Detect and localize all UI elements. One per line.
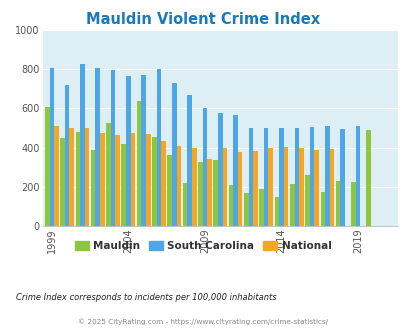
Bar <box>228 185 233 226</box>
Bar <box>106 123 111 226</box>
Bar <box>187 95 192 226</box>
Bar <box>313 150 318 226</box>
Bar <box>176 146 181 226</box>
Bar <box>85 128 89 226</box>
Bar <box>222 148 226 226</box>
Bar <box>45 107 49 226</box>
Bar <box>355 126 360 226</box>
Bar <box>289 184 294 226</box>
Bar <box>141 75 146 226</box>
Bar <box>253 151 257 226</box>
Bar <box>167 155 172 226</box>
Bar <box>243 193 248 226</box>
Bar <box>121 144 126 226</box>
Bar <box>130 133 135 226</box>
Bar <box>182 183 187 226</box>
Bar <box>146 134 150 226</box>
Bar <box>298 148 303 226</box>
Bar <box>340 129 344 226</box>
Bar <box>161 141 166 226</box>
Bar <box>65 85 69 226</box>
Bar <box>283 147 288 226</box>
Bar <box>172 83 176 226</box>
Bar <box>75 132 80 226</box>
Legend: Mauldin, South Carolina, National: Mauldin, South Carolina, National <box>70 237 335 255</box>
Bar <box>95 68 100 226</box>
Bar <box>91 150 95 226</box>
Bar <box>274 197 279 226</box>
Bar <box>115 135 119 226</box>
Bar <box>350 182 355 226</box>
Bar <box>100 133 104 226</box>
Bar <box>248 128 253 226</box>
Bar <box>69 128 74 226</box>
Bar <box>259 189 263 226</box>
Bar <box>305 175 309 226</box>
Bar <box>202 108 207 226</box>
Text: Crime Index corresponds to incidents per 100,000 inhabitants: Crime Index corresponds to incidents per… <box>16 292 276 302</box>
Bar <box>279 128 283 226</box>
Text: © 2025 CityRating.com - https://www.cityrating.com/crime-statistics/: © 2025 CityRating.com - https://www.city… <box>78 318 327 325</box>
Bar <box>192 148 196 226</box>
Bar <box>213 160 217 226</box>
Bar <box>233 115 237 226</box>
Bar <box>309 127 313 226</box>
Bar <box>156 69 161 226</box>
Bar <box>136 101 141 226</box>
Bar <box>263 128 268 226</box>
Bar <box>320 192 324 226</box>
Bar <box>324 126 329 226</box>
Bar <box>111 70 115 226</box>
Bar <box>207 159 211 226</box>
Bar <box>217 113 222 226</box>
Bar <box>237 152 242 226</box>
Bar <box>366 130 370 226</box>
Bar <box>126 76 130 226</box>
Bar <box>152 137 156 226</box>
Text: Mauldin Violent Crime Index: Mauldin Violent Crime Index <box>86 12 319 26</box>
Bar <box>335 181 340 226</box>
Bar <box>268 148 273 226</box>
Bar <box>49 68 54 226</box>
Bar <box>54 126 59 226</box>
Bar <box>60 138 65 226</box>
Bar <box>80 64 85 226</box>
Bar <box>294 128 298 226</box>
Bar <box>198 162 202 226</box>
Bar <box>329 149 333 226</box>
